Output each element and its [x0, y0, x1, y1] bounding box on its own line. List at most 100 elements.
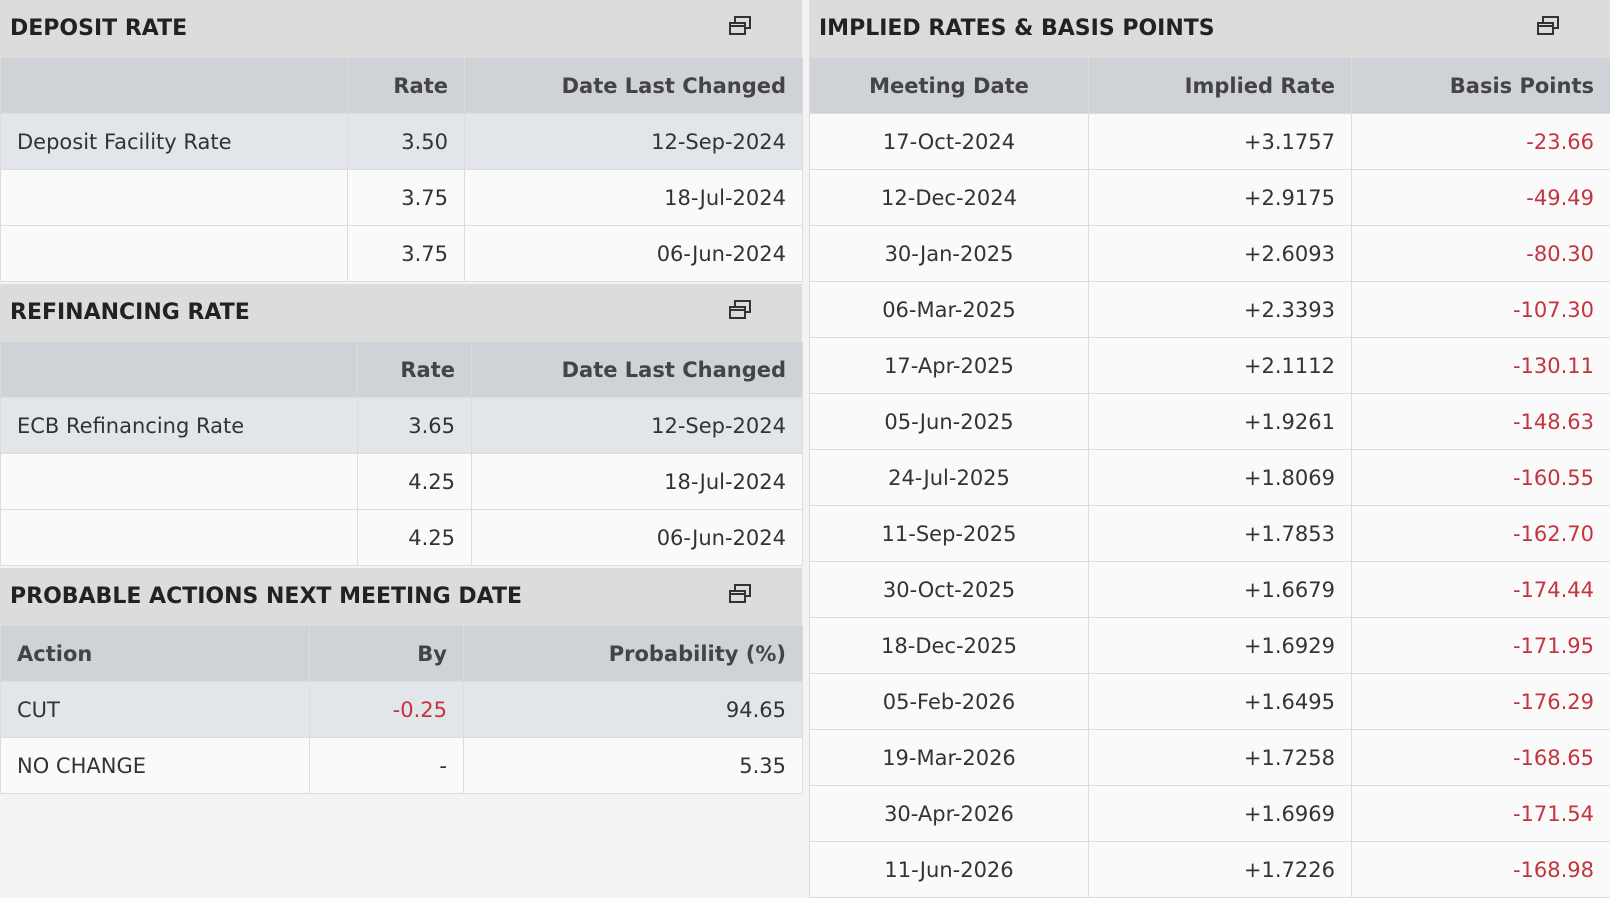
- table-cell: 05-Jun-2025: [809, 393, 1089, 450]
- table-cell: NO CHANGE: [0, 737, 310, 794]
- column-header: Probability (%): [463, 625, 803, 682]
- popout-button[interactable]: [1536, 15, 1560, 42]
- deposit-panel: DEPOSIT RATE Rate Date Last Changed Deposit…: [0, 0, 803, 282]
- table-cell: [0, 453, 358, 510]
- table-cell: 18-Jul-2024: [464, 169, 803, 226]
- column-header: By: [309, 625, 464, 682]
- table-cell: 4.25: [357, 453, 472, 510]
- table-cell: +1.8069: [1088, 449, 1352, 506]
- table-cell: 3.75: [347, 169, 465, 226]
- implied-panel: IMPLIED RATES & BASIS POINTS Meeting Date…: [809, 0, 1610, 898]
- header-row: Rate Date Last Changed: [0, 57, 803, 114]
- panel-header: REFINANCING RATE: [0, 284, 802, 341]
- table-cell: -160.55: [1351, 449, 1610, 506]
- table-cell: +2.9175: [1088, 169, 1352, 226]
- table-cell: 18-Jul-2024: [471, 453, 803, 510]
- table-cell: 06-Jun-2024: [464, 225, 803, 282]
- panel-header: DEPOSIT RATE: [0, 0, 802, 57]
- table-cell: -0.25: [309, 681, 464, 738]
- column-header: Basis Points: [1351, 57, 1610, 114]
- column-header: Rate: [347, 57, 465, 114]
- table-cell: 19-Mar-2026: [809, 729, 1089, 786]
- probable-panel: PROBABLE ACTIONS NEXT MEETING DATE Action…: [0, 568, 803, 794]
- table-cell: 11-Jun-2026: [809, 841, 1089, 898]
- column-header: [0, 57, 348, 114]
- table-cell: 17-Oct-2024: [809, 113, 1089, 170]
- table-cell: 06-Mar-2025: [809, 281, 1089, 338]
- table-cell: 94.65: [463, 681, 803, 738]
- table-cell: CUT: [0, 681, 310, 738]
- data-table: Meeting Date Implied Rate Basis Points 17-O…: [809, 57, 1610, 898]
- table-cell: Deposit Facility Rate: [0, 113, 348, 170]
- refinancing-panel: REFINANCING RATE Rate Date Last Changed ECB…: [0, 284, 803, 566]
- table-cell: 12-Sep-2024: [471, 397, 803, 454]
- table-row: 4.25 18-Jul-2024: [0, 453, 803, 510]
- panel-title: REFINANCING RATE: [10, 300, 250, 325]
- table-cell: 3.75: [347, 225, 465, 282]
- table-cell: -162.70: [1351, 505, 1610, 562]
- table-row: 17-Apr-2025 +2.1112 -130.11: [809, 337, 1610, 394]
- table-cell: 30-Jan-2025: [809, 225, 1089, 282]
- popout-button[interactable]: [728, 299, 752, 326]
- column-header: Date Last Changed: [471, 341, 803, 398]
- table-row: 06-Mar-2025 +2.3393 -107.30: [809, 281, 1610, 338]
- data-table: Rate Date Last Changed Deposit Facility Ra…: [0, 57, 803, 282]
- table-cell: 4.25: [357, 509, 472, 566]
- header-row: Action By Probability (%): [0, 625, 803, 682]
- panel-header: IMPLIED RATES & BASIS POINTS: [809, 0, 1610, 57]
- table-row: 17-Oct-2024 +3.1757 -23.66: [809, 113, 1610, 170]
- table-cell: 5.35: [463, 737, 803, 794]
- table-cell: +1.6969: [1088, 785, 1352, 842]
- table-cell: -168.65: [1351, 729, 1610, 786]
- table-cell: 24-Jul-2025: [809, 449, 1089, 506]
- table-row: 30-Jan-2025 +2.6093 -80.30: [809, 225, 1610, 282]
- table-cell: 30-Apr-2026: [809, 785, 1089, 842]
- column-header: Meeting Date: [809, 57, 1089, 114]
- panel-title: IMPLIED RATES & BASIS POINTS: [819, 16, 1215, 41]
- table-row: 12-Dec-2024 +2.9175 -49.49: [809, 169, 1610, 226]
- table-cell: +2.6093: [1088, 225, 1352, 282]
- panel-title: PROBABLE ACTIONS NEXT MEETING DATE: [10, 584, 522, 609]
- table-cell: [0, 169, 348, 226]
- column-header: Rate: [357, 341, 472, 398]
- column-header: Implied Rate: [1088, 57, 1352, 114]
- column-header: Date Last Changed: [464, 57, 803, 114]
- table-cell: -49.49: [1351, 169, 1610, 226]
- table-cell: -171.95: [1351, 617, 1610, 674]
- table-row: 18-Dec-2025 +1.6929 -171.95: [809, 617, 1610, 674]
- table-cell: 05-Feb-2026: [809, 673, 1089, 730]
- table-cell: +1.6929: [1088, 617, 1352, 674]
- table-cell: -23.66: [1351, 113, 1610, 170]
- data-table: Rate Date Last Changed ECB Refinancing Rat…: [0, 341, 803, 566]
- table-cell: +1.7258: [1088, 729, 1352, 786]
- table-row: 19-Mar-2026 +1.7258 -168.65: [809, 729, 1610, 786]
- table-cell: 3.50: [347, 113, 465, 170]
- popout-button[interactable]: [728, 583, 752, 610]
- table-row: 3.75 06-Jun-2024: [0, 225, 803, 282]
- table-cell: -176.29: [1351, 673, 1610, 730]
- table-row: CUT -0.25 94.65: [0, 681, 803, 738]
- table-row: 3.75 18-Jul-2024: [0, 169, 803, 226]
- table-cell: +1.6495: [1088, 673, 1352, 730]
- table-row: 05-Feb-2026 +1.6495 -176.29: [809, 673, 1610, 730]
- table-cell: ECB Refinancing Rate: [0, 397, 358, 454]
- table-cell: 30-Oct-2025: [809, 561, 1089, 618]
- table-cell: -174.44: [1351, 561, 1610, 618]
- popout-button[interactable]: [728, 15, 752, 42]
- table-cell: -130.11: [1351, 337, 1610, 394]
- table-row: Deposit Facility Rate 3.50 12-Sep-2024: [0, 113, 803, 170]
- table-cell: -171.54: [1351, 785, 1610, 842]
- column-header: [0, 341, 358, 398]
- table-row: 30-Apr-2026 +1.6969 -171.54: [809, 785, 1610, 842]
- table-cell: -107.30: [1351, 281, 1610, 338]
- table-row: 4.25 06-Jun-2024: [0, 509, 803, 566]
- table-cell: 11-Sep-2025: [809, 505, 1089, 562]
- panel-title: DEPOSIT RATE: [10, 16, 188, 41]
- table-cell: -148.63: [1351, 393, 1610, 450]
- table-cell: [0, 509, 358, 566]
- panel-header: PROBABLE ACTIONS NEXT MEETING DATE: [0, 568, 802, 625]
- table-cell: +1.7853: [1088, 505, 1352, 562]
- table-row: NO CHANGE -5.35: [0, 737, 803, 794]
- table-row: 24-Jul-2025 +1.8069 -160.55: [809, 449, 1610, 506]
